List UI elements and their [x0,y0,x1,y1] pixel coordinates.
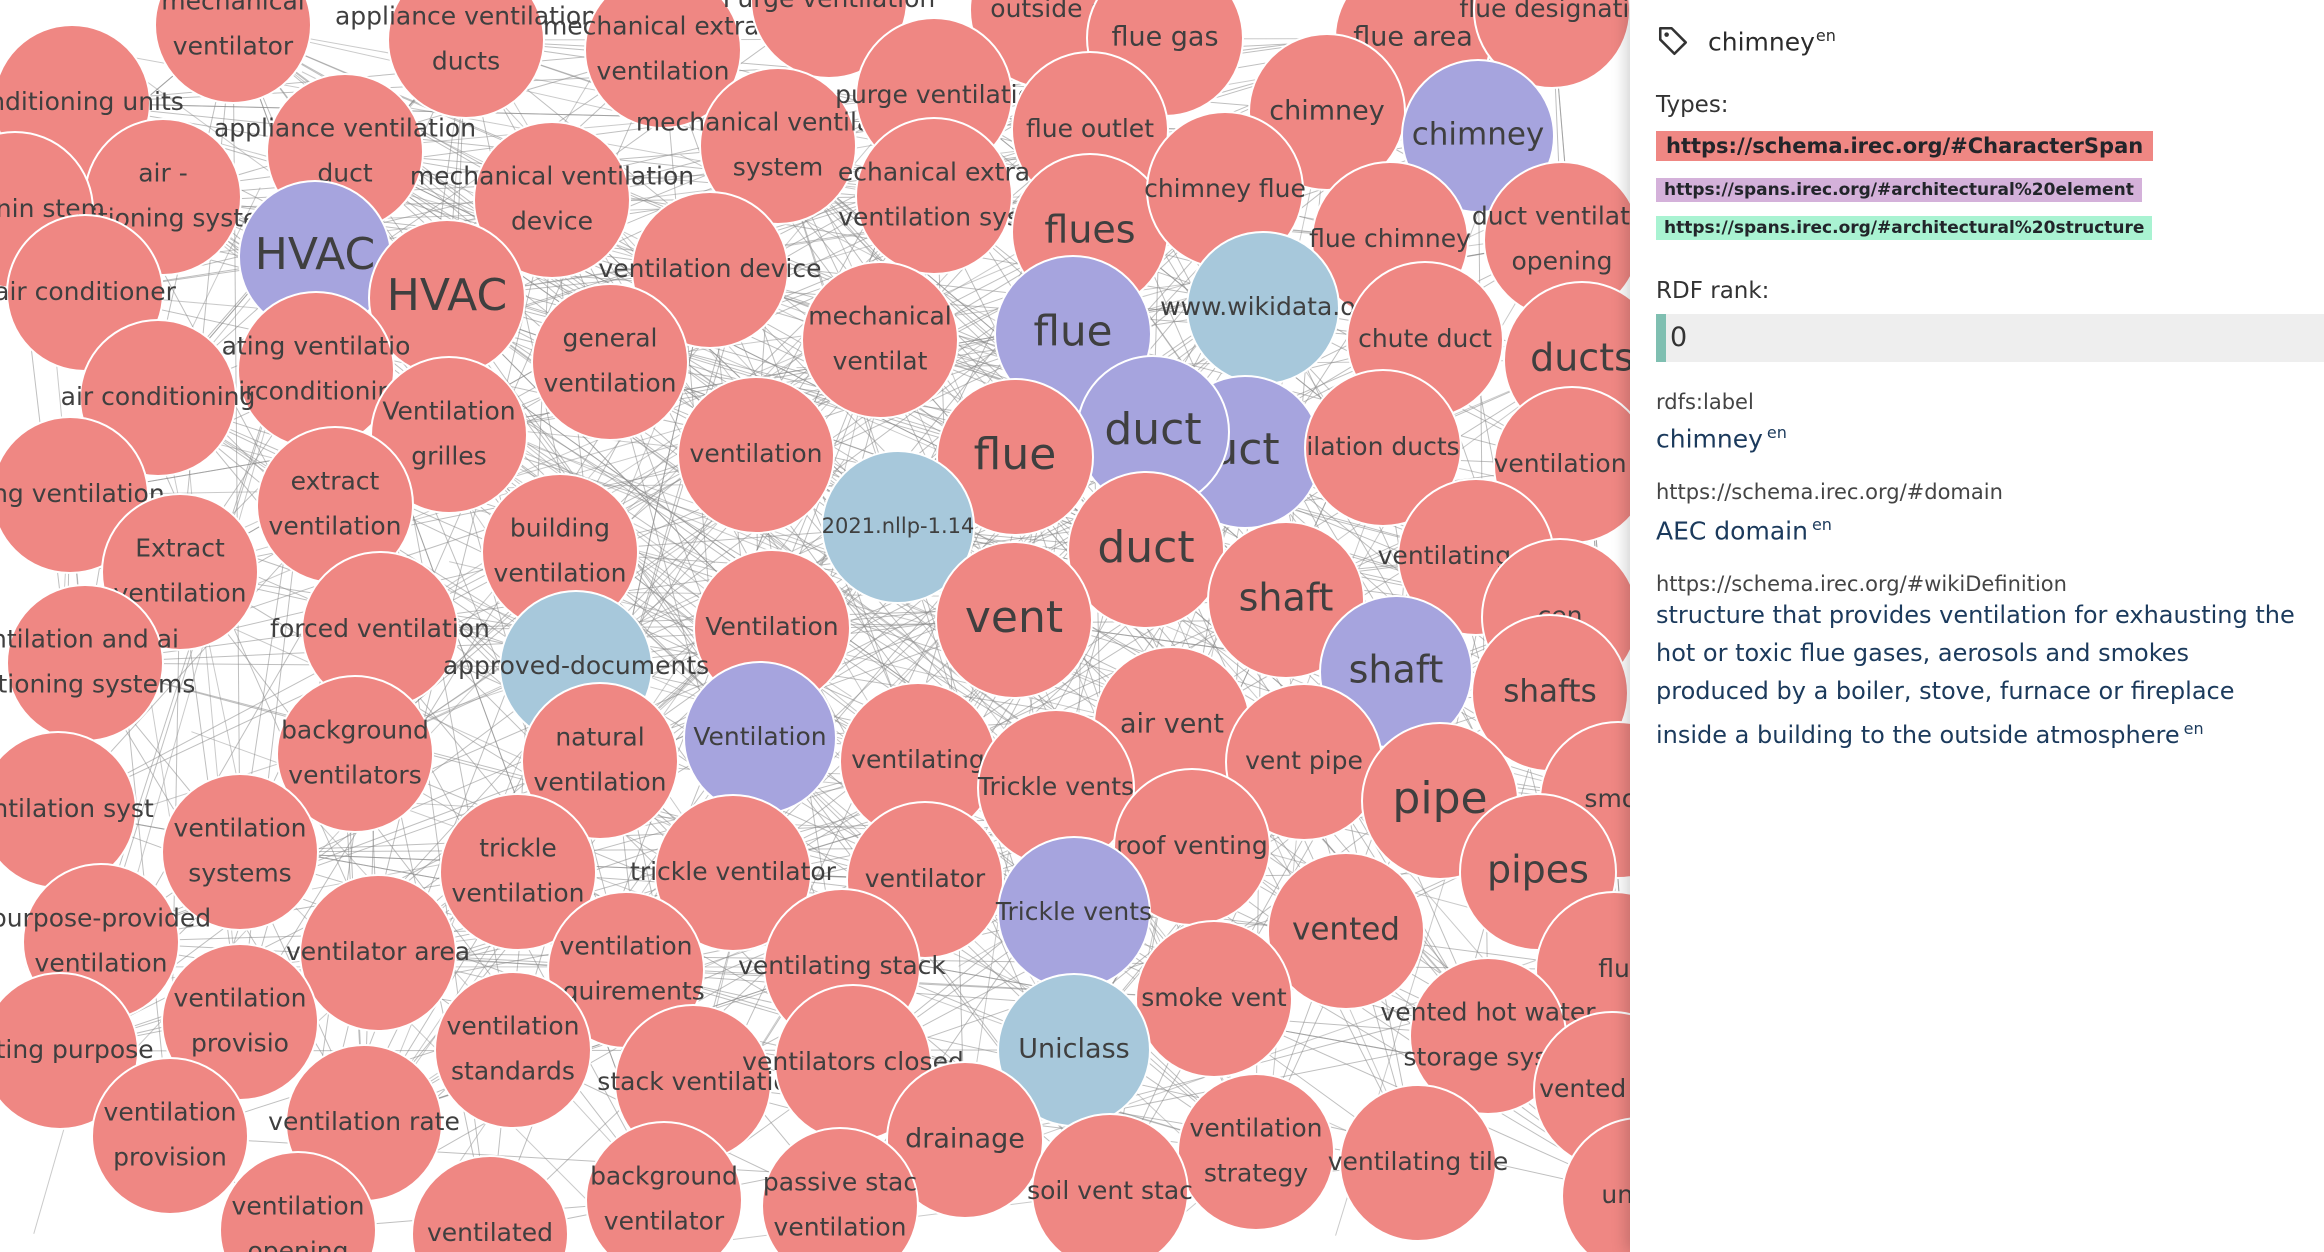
graph-node-circle[interactable] [1561,1117,1630,1252]
graph-node-circle[interactable] [677,376,835,534]
graph-node-circle[interactable] [1304,369,1462,527]
graph-node-circle[interactable] [699,67,857,225]
graph-node-circle[interactable] [936,378,1094,536]
graph-node-circle[interactable] [585,1121,743,1252]
property-key-domain: https://schema.irec.org/#domain [1656,480,2003,504]
type-badge-architectural-structure[interactable]: https://spans.irec.org/#architectural%20… [1656,216,2153,240]
graph-edge [179,24,234,573]
graph-edge [162,145,779,198]
graph-node-entity[interactable]: ventilation syst [0,731,154,889]
graph-node-circle[interactable] [6,584,164,742]
property-key-label: rdfs:label [1656,390,1754,414]
graph-node-circle[interactable] [299,874,457,1032]
types-label: Types: [1656,92,1729,118]
graph-node-circle[interactable] [584,0,742,129]
graph-node-circle[interactable] [997,836,1151,990]
property-value-wiki-definition-text: structure that provides ventilation for … [1656,601,2295,749]
graph-node-circle[interactable] [531,283,689,441]
property-value-wiki-definition-lang: en [2183,719,2204,738]
graph-node-circle[interactable] [1067,471,1225,629]
property-value-wiki-definition: structure that provides ventilation for … [1656,596,2306,754]
graph-node-circle[interactable] [935,541,1093,699]
property-value-label: chimney en [1656,414,2306,458]
graph-node-circle[interactable] [1186,231,1340,385]
graph-node-circle[interactable] [1339,1084,1497,1242]
graph-node-circle[interactable] [219,1151,377,1252]
graph-node-circle[interactable] [654,794,812,952]
type-badge-character-span[interactable]: https://schema.irec.org/#CharacterSpan [1656,131,2154,161]
graph-node-circle[interactable] [434,971,592,1129]
graph-node-circle[interactable] [387,0,545,119]
graph-node-circle[interactable] [91,1057,249,1215]
graph-node-circle[interactable] [161,773,319,931]
graph-node-entity[interactable]: soil vent stac [1027,1113,1193,1252]
rank-label: RDF rank: [1656,278,1770,304]
panel-title-lang: en [1815,25,1836,45]
panel-title: chimneyen [1708,26,1836,56]
graph-node-type[interactable]: Trickle vents [995,836,1152,990]
graph-node-circle[interactable] [761,1127,919,1252]
rank-value: 0 [1656,314,2324,362]
graph-node-circle[interactable] [237,291,395,449]
graph-node-circle[interactable] [0,972,139,1130]
graph-node-circle[interactable] [521,682,679,840]
graph-view[interactable]: mechanical ventilator appliance ventilatio… [0,0,1630,1252]
graph-node-circle[interactable] [683,661,837,815]
graph-edge [179,571,665,1201]
property-key-wiki-definition: https://schema.irec.org/#wikiDefinition [1656,572,2067,596]
graph-node-circle[interactable] [1031,1113,1189,1252]
graph-node-circle[interactable] [1267,852,1425,1010]
details-panel: chimneyen Types: https://schema.irec.org… [1630,0,2324,1252]
graph-node-entity[interactable]: smoke vent [1135,920,1293,1078]
property-value-domain-lang: en [1811,515,1832,534]
graph-node-type[interactable]: Ventilation [683,661,837,815]
property-value-domain: AEC domain en [1656,506,2306,550]
graph-node-circle[interactable] [154,0,312,104]
graph-node-circle[interactable] [801,261,959,419]
graph-edge [239,851,587,1200]
graph-node-circle[interactable] [439,793,597,951]
property-value-label-lang: en [1766,423,1787,442]
graph-node-entity[interactable]: ventilation [677,376,835,534]
panel-title-text: chimney [1708,27,1815,57]
graph-node-circle[interactable] [1401,59,1555,213]
property-value-label-text: chimney [1656,424,1763,454]
graph-node-circle[interactable] [1135,920,1293,1078]
graph-node-entity[interactable]: vent [935,541,1093,699]
graph-node-circle[interactable] [631,191,789,349]
tag-icon [1658,26,1688,56]
graph-node-circle[interactable] [855,117,1013,275]
type-badge-architectural-element[interactable]: https://spans.irec.org/#architectural%20… [1656,178,2142,202]
graph-node-circle[interactable] [1177,1073,1335,1231]
graph-node-circle[interactable] [473,121,631,279]
graph-node-circle[interactable] [276,675,434,833]
graph-edge [551,199,899,528]
graph-edge [157,49,664,399]
graph-node-circle[interactable] [1473,0,1630,89]
graph-node-circle[interactable] [1207,521,1365,679]
graph-edge [371,155,881,341]
graph-node-circle[interactable] [886,1061,1044,1219]
graph-node-entity[interactable]: ventilated [411,1155,569,1252]
panel-header: chimneyen [1656,24,1836,58]
graph-node-circle[interactable] [411,1155,569,1252]
graph-node-circle[interactable] [821,450,975,604]
property-value-domain-text: AEC domain [1656,516,1808,546]
